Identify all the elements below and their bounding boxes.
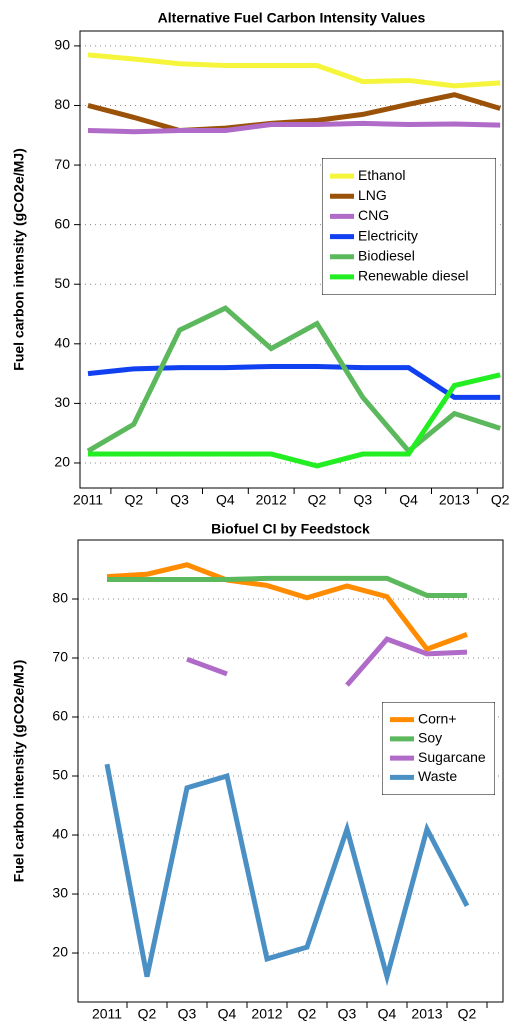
- x-tick-label: 2013: [439, 492, 470, 508]
- legend-label: Soy: [418, 730, 442, 746]
- y-axis-title: Fuel carbon intensity (gCO2e/MJ): [11, 148, 27, 370]
- y-tick-label: 50: [54, 275, 70, 291]
- y-tick-label: 60: [54, 215, 70, 231]
- legend-label: CNG: [358, 207, 389, 223]
- y-tick-label: 60: [52, 708, 68, 724]
- plot-frame: [79, 30, 504, 489]
- legend: Ethanol LNG CNG Electricity Biodiesel Renewab…: [322, 158, 496, 295]
- data-line: [87, 52, 501, 89]
- legend-label: Waste: [418, 768, 457, 784]
- chart-title: Alternative Fuel Carbon Intensity Values: [158, 10, 426, 26]
- y-tick-label: 40: [54, 335, 70, 351]
- x-tick-label: Q2: [298, 1006, 317, 1022]
- chart: Biofuel CI by Feedstock Fuel carbon inten…: [11, 521, 504, 1022]
- legend-label: Electricity: [358, 227, 418, 243]
- data-line: [104, 763, 470, 987]
- plot: [104, 562, 470, 987]
- data-line: [87, 120, 501, 135]
- x-tick-label: Q3: [170, 492, 189, 508]
- x-tick-label: Q2: [308, 492, 327, 508]
- y-tick-label: 80: [52, 590, 68, 606]
- x-tick-label: Q3: [353, 492, 372, 508]
- x-tick-label: 2012: [251, 1006, 282, 1022]
- legend: Corn+ Soy Sugarcane Waste: [382, 702, 495, 795]
- data-line: [186, 636, 468, 687]
- x-tick-label: 2011: [92, 1006, 122, 1022]
- x-tick-label: Q3: [178, 1006, 197, 1022]
- legend-label: Ethanol: [358, 167, 405, 183]
- chart-title: Biofuel CI by Feedstock: [211, 521, 370, 537]
- data-line: [87, 363, 501, 400]
- x-tick-label: 2011: [73, 492, 103, 508]
- x-tick-label: Q2: [458, 1006, 477, 1022]
- legend-label: Renewable diesel: [358, 268, 469, 284]
- x-tick-label: Q2: [124, 492, 143, 508]
- x-tick-label: 2012: [256, 492, 287, 508]
- legend-label: Corn+: [418, 710, 457, 726]
- plot: [86, 52, 501, 469]
- y-tick-label: 80: [54, 96, 70, 112]
- x-tick-label: Q2: [491, 492, 510, 508]
- legend-label: LNG: [358, 187, 387, 203]
- legend-label: Biodiesel: [358, 247, 415, 263]
- x-tick-label: Q4: [399, 492, 418, 508]
- y-tick-label: 30: [54, 394, 70, 410]
- x-tick-label: Q4: [218, 1006, 237, 1022]
- data-line: [107, 575, 467, 598]
- data-line: [87, 92, 501, 134]
- x-tick-label: Q2: [138, 1006, 157, 1022]
- y-tick-label: 20: [52, 944, 68, 960]
- data-line: [106, 562, 468, 653]
- y-axis-title: Fuel carbon intensity (gCO2e/MJ): [11, 660, 27, 882]
- plot-frame: [77, 539, 504, 1003]
- y-tick-label: 30: [52, 885, 68, 901]
- x-tick-label: Q3: [338, 1006, 357, 1022]
- y-tick-label: 70: [52, 649, 68, 665]
- y-tick-label: 90: [54, 37, 70, 53]
- y-tick-label: 50: [52, 767, 68, 783]
- legend-box: [322, 158, 496, 295]
- chart: Alternative Fuel Carbon Intensity Values…: [11, 10, 510, 508]
- y-tick-label: 70: [54, 156, 70, 172]
- x-tick-label: Q4: [216, 492, 235, 508]
- legend-label: Sugarcane: [418, 749, 486, 765]
- data-line: [88, 372, 501, 469]
- x-tick-label: Q4: [378, 1006, 397, 1022]
- data-line: [86, 305, 501, 455]
- y-tick-label: 20: [54, 454, 70, 470]
- x-tick-label: 2013: [411, 1006, 442, 1022]
- y-tick-label: 40: [52, 826, 68, 842]
